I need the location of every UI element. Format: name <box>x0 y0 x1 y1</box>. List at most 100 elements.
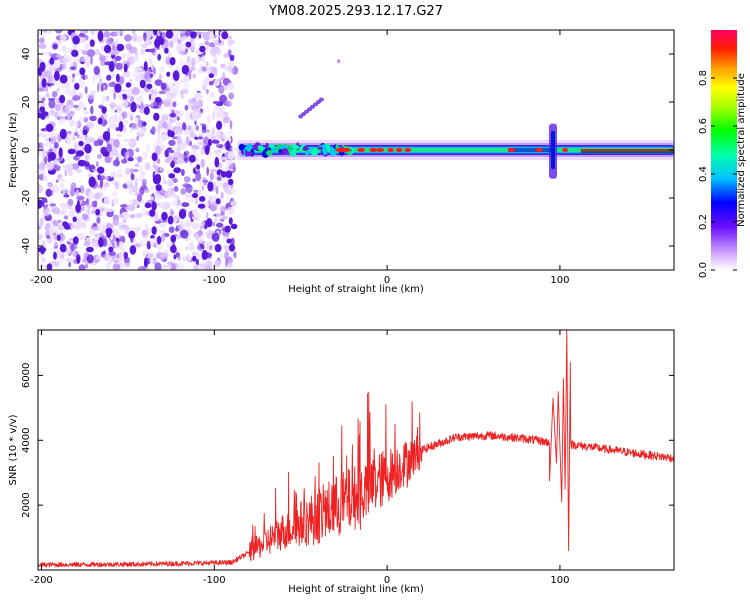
noise-blob <box>86 49 96 58</box>
noise-blob <box>49 231 54 238</box>
noise-blob <box>132 33 138 42</box>
x-tick-label: -100 <box>203 275 226 286</box>
noise-blob-strong <box>95 208 101 216</box>
noise-blob <box>100 60 106 66</box>
noise-blob <box>141 207 147 217</box>
noise-blob <box>179 30 186 34</box>
noise-blob <box>45 188 52 197</box>
noise-blob <box>166 82 175 89</box>
noise-blob <box>202 86 206 91</box>
noise-blob <box>181 169 185 176</box>
noise-blob-strong <box>151 152 158 162</box>
noise-blob <box>99 178 104 188</box>
noise-blob <box>137 265 146 270</box>
noise-blob <box>76 144 80 150</box>
noise-blob <box>215 130 221 140</box>
noise-blob <box>84 42 89 51</box>
noise-blob <box>83 241 91 247</box>
noise-blob-strong <box>97 166 105 174</box>
noise-blob-strong <box>152 174 160 185</box>
noise-blob <box>158 73 163 80</box>
noise-blob <box>123 262 130 268</box>
noise-blob <box>110 89 114 93</box>
noise-blob-strong <box>75 203 81 213</box>
noise-blob <box>85 199 89 205</box>
snr-frame <box>37 329 675 571</box>
noise-blob <box>96 161 99 168</box>
noise-blob <box>122 218 127 224</box>
noise-blob <box>105 113 109 119</box>
noise-blob <box>206 245 212 252</box>
noise-blob <box>93 192 101 200</box>
noise-blob-strong <box>190 31 197 39</box>
noise-blob <box>48 183 52 190</box>
noise-blob-strong <box>151 226 157 235</box>
noise-blob <box>157 32 161 37</box>
noise-blob-strong <box>156 235 162 245</box>
noise-blob-strong <box>49 57 55 65</box>
noise-blob <box>172 101 177 108</box>
noise-blob <box>163 180 167 184</box>
noise-blob <box>56 256 65 263</box>
noise-blob <box>77 78 86 88</box>
noise-blob <box>110 71 116 77</box>
noise-blob <box>228 217 233 225</box>
noise-blob-strong <box>97 30 104 42</box>
noise-blob <box>121 100 129 108</box>
noise-blob-strong <box>102 131 111 141</box>
hotspot <box>376 148 385 152</box>
noise-blob-strong <box>76 150 84 157</box>
noise-blob <box>184 220 193 228</box>
noise-blob <box>161 114 169 122</box>
signal-blotch <box>278 149 283 154</box>
noise-blob <box>38 37 45 44</box>
noise-blob <box>160 233 166 242</box>
noise-blob <box>169 208 174 218</box>
noise-blob <box>98 77 103 87</box>
noise-blob <box>138 240 147 247</box>
noise-blob <box>74 72 82 76</box>
noise-blob-strong <box>170 234 177 243</box>
noise-blob <box>170 263 176 270</box>
noise-blob-strong <box>54 70 60 81</box>
noise-blob <box>56 159 61 167</box>
noise-blob-strong <box>161 211 168 221</box>
noise-blob <box>193 189 199 193</box>
noise-blob <box>166 159 172 164</box>
noise-blob-strong <box>228 243 236 252</box>
noise-blob <box>58 85 65 90</box>
noise-blob-strong <box>58 147 63 158</box>
noise-blob <box>87 208 91 216</box>
noise-blob <box>174 127 182 136</box>
noise-blob-strong <box>82 129 88 136</box>
noise-blob <box>98 175 106 181</box>
noise-blob-strong <box>38 112 42 119</box>
noise-blob <box>188 71 192 80</box>
noise-blob <box>161 219 168 223</box>
noise-blob <box>228 92 235 100</box>
noise-blob-strong <box>224 225 231 233</box>
x-tick-label: 100 <box>550 575 569 586</box>
noise-blob <box>106 143 112 153</box>
noise-blob <box>67 105 74 112</box>
noise-blob <box>227 151 236 160</box>
noise-blob-strong <box>102 151 110 157</box>
noise-blob <box>64 87 71 97</box>
noise-blob-strong <box>79 67 86 76</box>
noise-blob <box>87 204 92 209</box>
noise-blob <box>106 262 110 270</box>
hotspot <box>404 148 412 152</box>
colorbar-tick-label: 0.2 <box>698 214 709 230</box>
noise-blob <box>131 87 140 96</box>
x-tick-label: 0 <box>384 275 390 286</box>
noise-blob <box>115 237 120 242</box>
noise-blob-strong <box>59 74 68 84</box>
noise-blob <box>110 148 119 157</box>
noise-blob <box>222 216 228 220</box>
noise-blob <box>70 61 74 67</box>
noise-blob <box>42 51 51 55</box>
noise-blob <box>230 200 237 207</box>
signal-blotch <box>238 143 245 151</box>
hotspot <box>562 148 569 152</box>
noise-blob <box>189 130 194 136</box>
